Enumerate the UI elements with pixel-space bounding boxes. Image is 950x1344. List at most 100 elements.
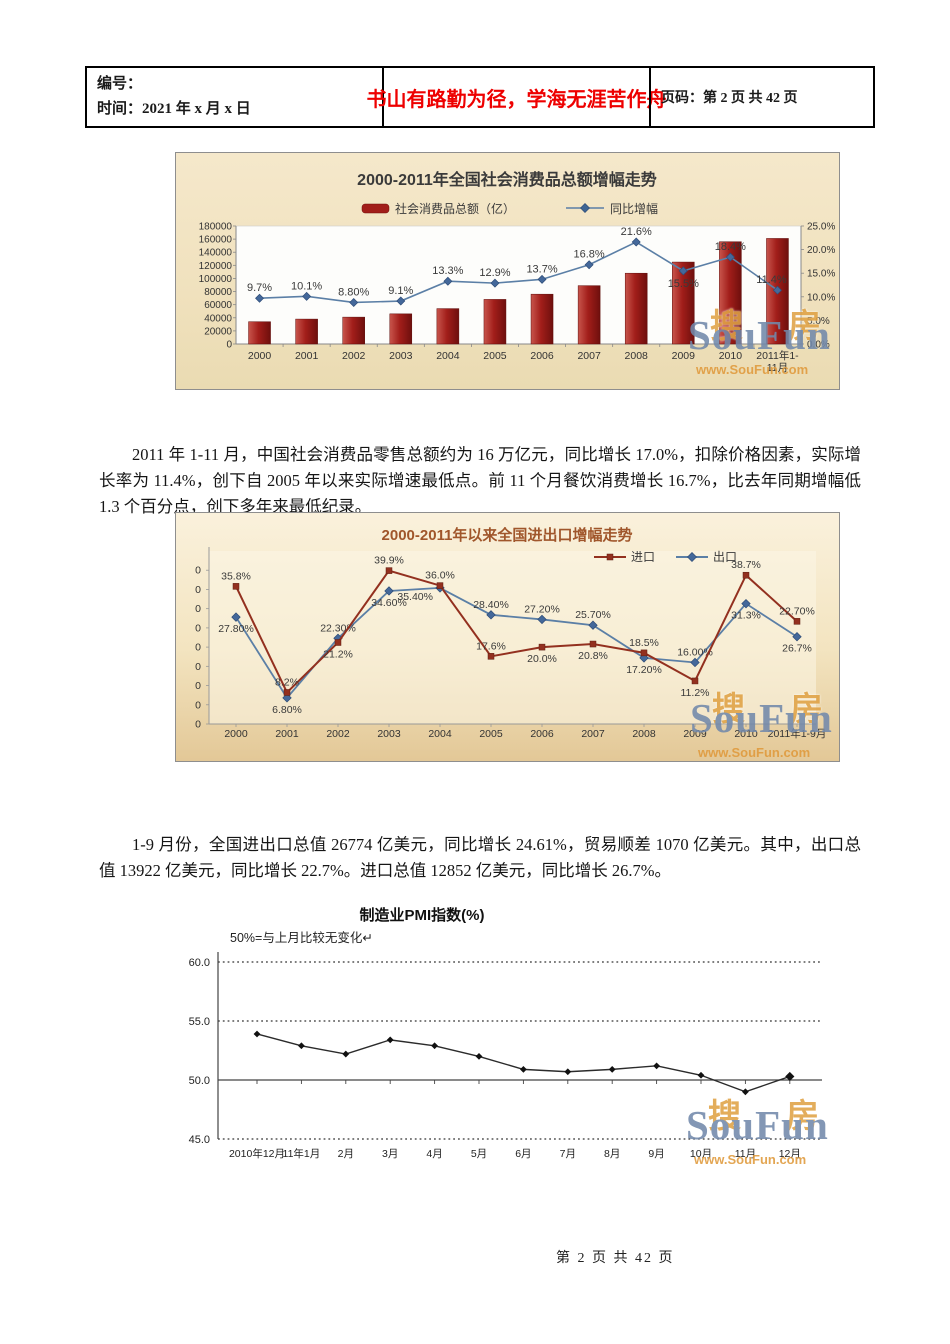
svg-text:2010: 2010 xyxy=(734,728,758,740)
import-export-chart: 2000-2011年以来全国进出口增幅走势 0 0 0 0 0 0 0 0 0 2000 2001 20… xyxy=(175,512,840,762)
svg-text:2000-2011年全国社会消费品总额增幅走势: 2000-2011年全国社会消费品总额增幅走势 xyxy=(357,170,657,189)
svg-text:2003: 2003 xyxy=(389,350,413,362)
svg-text:140000: 140000 xyxy=(199,248,233,259)
svg-text:11.4%: 11.4% xyxy=(756,274,787,286)
pmi-chart: 制造业PMI指数(%) 50%=与上月比较无变化↵ 60.0 55.0 50.0 45.0… xyxy=(172,898,852,1173)
header-time-label: 时间：2021 年 x 月 x 日 xyxy=(97,101,251,117)
svg-text:15.0%: 15.0% xyxy=(807,269,835,280)
watermark-brand: SouFun xyxy=(690,695,833,741)
svg-text:13.3%: 13.3% xyxy=(432,265,463,277)
svg-text:21.6%: 21.6% xyxy=(621,226,652,238)
svg-text:2002: 2002 xyxy=(342,350,366,362)
svg-text:10.1%: 10.1% xyxy=(291,280,322,292)
svg-text:20000: 20000 xyxy=(204,326,232,337)
retail-sales-chart: 2000-2011年全国社会消费品总额增幅走势 社会消费品总额（亿） 同比增幅 180… xyxy=(175,152,840,390)
svg-text:180000: 180000 xyxy=(199,222,233,233)
svg-text:5月: 5月 xyxy=(471,1148,487,1160)
svg-text:26.7%: 26.7% xyxy=(782,643,812,655)
soufun-watermark: 搜 房 SouFun www.SouFun.com xyxy=(686,1089,861,1184)
svg-text:120000: 120000 xyxy=(199,261,233,272)
svg-text:2008: 2008 xyxy=(632,728,656,740)
svg-text:制造业PMI指数(%): 制造业PMI指数(%) xyxy=(360,906,485,924)
svg-text:2000-2011年以来全国进出口增幅走势: 2000-2011年以来全国进出口增幅走势 xyxy=(382,526,633,544)
svg-text:2月: 2月 xyxy=(338,1148,354,1160)
svg-text:40000: 40000 xyxy=(204,313,232,324)
svg-text:20.0%: 20.0% xyxy=(807,245,835,256)
svg-text:5.0%: 5.0% xyxy=(807,316,830,327)
watermark-brand: SouFun xyxy=(686,1102,829,1148)
svg-text:20.0%: 20.0% xyxy=(527,653,557,665)
svg-text:50%=与上月比较无变化↵: 50%=与上月比较无变化↵ xyxy=(230,930,373,945)
watermark-cn-right: 房 xyxy=(790,692,823,728)
watermark-cn-left: 搜 xyxy=(708,1099,741,1135)
svg-text:4月: 4月 xyxy=(426,1148,442,1160)
svg-text:2004: 2004 xyxy=(436,350,460,362)
svg-text:11月: 11月 xyxy=(735,1148,756,1160)
svg-text:38.7%: 38.7% xyxy=(731,559,761,571)
svg-text:6月: 6月 xyxy=(515,1148,531,1160)
header-no-label: 编号： xyxy=(97,76,143,92)
svg-text:2003: 2003 xyxy=(377,728,401,740)
svg-text:0: 0 xyxy=(195,565,201,577)
watermark-cn-left: 搜 xyxy=(712,692,745,728)
svg-text:进口: 进口 xyxy=(631,550,655,564)
svg-text:0: 0 xyxy=(195,719,201,731)
svg-text:2000: 2000 xyxy=(248,350,272,362)
svg-text:17.6%: 17.6% xyxy=(476,640,506,652)
watermark-brand: SouFun xyxy=(688,312,831,358)
svg-text:18.5%: 18.5% xyxy=(629,637,659,649)
svg-text:39.9%: 39.9% xyxy=(374,555,404,567)
svg-text:同比增幅: 同比增幅 xyxy=(610,201,658,216)
svg-text:0: 0 xyxy=(195,584,201,596)
svg-text:31.3%: 31.3% xyxy=(731,610,761,622)
svg-text:35.40%: 35.40% xyxy=(397,591,433,603)
svg-text:2001: 2001 xyxy=(275,728,299,740)
svg-text:2002: 2002 xyxy=(326,728,350,740)
svg-text:11.2%: 11.2% xyxy=(681,687,710,699)
soufun-watermark: 搜 房 SouFun www.SouFun.com xyxy=(688,299,863,394)
svg-text:8.80%: 8.80% xyxy=(338,286,369,298)
svg-text:6.80%: 6.80% xyxy=(272,704,302,716)
svg-text:0.0%: 0.0% xyxy=(807,340,830,351)
svg-text:16.00%: 16.00% xyxy=(677,646,713,658)
svg-text:2010: 2010 xyxy=(719,350,743,362)
svg-text:160000: 160000 xyxy=(199,235,233,246)
svg-text:2005: 2005 xyxy=(483,350,507,362)
svg-text:80000: 80000 xyxy=(204,287,232,298)
svg-text:2000: 2000 xyxy=(224,728,248,740)
svg-text:18.4%: 18.4% xyxy=(715,241,746,253)
paragraph-retail: 2011 年 1-11 月，中国社会消费品零售总额约为 16 万亿元，同比增长 … xyxy=(99,444,861,516)
watermark-url: www.SouFun.com xyxy=(698,745,811,760)
svg-text:2009: 2009 xyxy=(683,728,707,740)
svg-text:16.8%: 16.8% xyxy=(574,249,605,261)
svg-text:0: 0 xyxy=(195,603,201,615)
svg-text:0: 0 xyxy=(195,699,201,711)
svg-text:9.1%: 9.1% xyxy=(388,285,413,297)
svg-text:0: 0 xyxy=(195,622,201,634)
svg-text:出口: 出口 xyxy=(713,550,737,564)
watermark-cn-right: 房 xyxy=(786,1099,819,1135)
svg-text:11年1月: 11年1月 xyxy=(283,1147,321,1160)
header-motto: 书山有路勤为径，学海无涯苦作舟 xyxy=(366,88,667,111)
svg-text:55.0: 55.0 xyxy=(189,1016,210,1028)
pmi-chart-svg: 制造业PMI指数(%) 50%=与上月比较无变化↵ 60.0 55.0 50.0 45.0… xyxy=(189,906,822,1160)
svg-text:36.0%: 36.0% xyxy=(425,570,455,582)
header-table: 编号： 时间：2021 年 x 月 x 日 书山有路勤为径，学海无涯苦作舟 页码… xyxy=(85,66,875,128)
svg-text:100000: 100000 xyxy=(199,274,233,285)
svg-text:13.7%: 13.7% xyxy=(526,263,557,275)
watermark-url: www.SouFun.com xyxy=(696,362,809,377)
svg-text:21.2%: 21.2% xyxy=(323,648,353,660)
header-page-cell: 页码：第 2 页 共 42 页 xyxy=(649,68,873,126)
svg-text:2011年1-9月: 2011年1-9月 xyxy=(768,727,827,740)
svg-text:9月: 9月 xyxy=(648,1148,664,1160)
import-export-chart-svg: 2000-2011年以来全国进出口增幅走势 0 0 0 0 0 0 0 0 0 2000 2001 20… xyxy=(195,526,827,740)
svg-text:28.40%: 28.40% xyxy=(473,599,509,611)
svg-text:50.0: 50.0 xyxy=(189,1075,210,1087)
svg-text:10月: 10月 xyxy=(690,1148,712,1160)
svg-text:17.20%: 17.20% xyxy=(626,664,662,676)
header-motto-cell: 书山有路勤为径，学海无涯苦作舟 xyxy=(367,68,667,126)
svg-text:2008: 2008 xyxy=(625,350,649,362)
svg-text:45.0: 45.0 xyxy=(189,1134,210,1146)
svg-text:27.80%: 27.80% xyxy=(218,623,254,635)
watermark-url: www.SouFun.com xyxy=(694,1152,807,1167)
